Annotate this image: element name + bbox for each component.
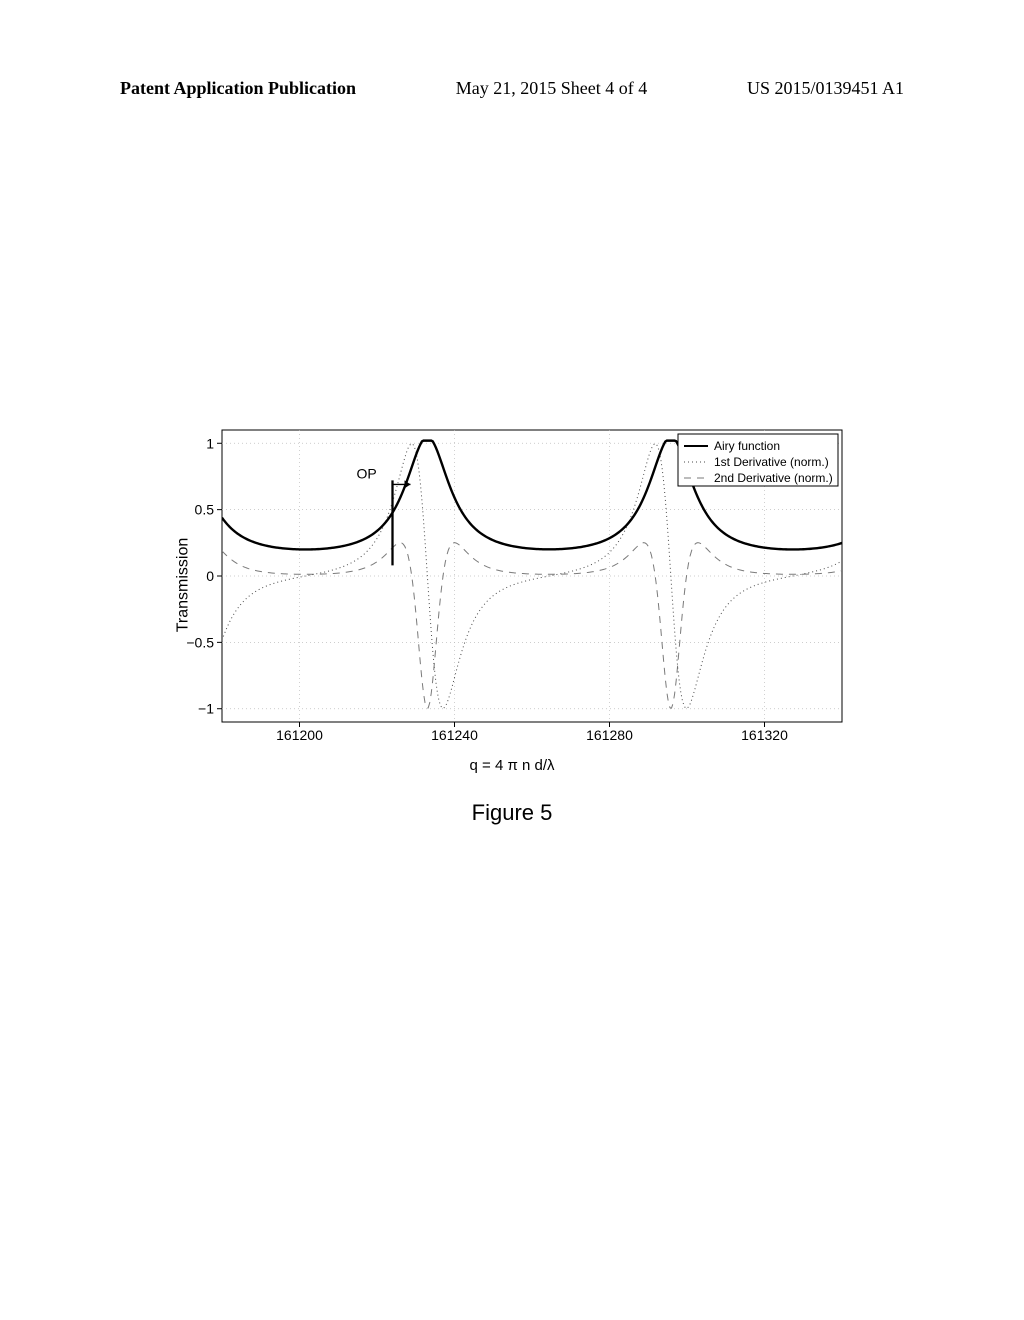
svg-text:161240: 161240 <box>431 727 478 743</box>
svg-text:−1: −1 <box>198 701 214 717</box>
svg-text:1st Derivative (norm.): 1st Derivative (norm.) <box>714 455 829 469</box>
svg-text:161280: 161280 <box>586 727 633 743</box>
header-center: May 21, 2015 Sheet 4 of 4 <box>456 78 647 99</box>
y-axis-label: Transmission <box>174 538 192 633</box>
svg-text:Airy function: Airy function <box>714 439 780 453</box>
svg-text:0.5: 0.5 <box>195 502 215 518</box>
chart-plot: −1 −0.5 0 0.5 1 161200 161240 161280 161320 OP Air… <box>172 420 852 750</box>
figure-caption: Figure 5 <box>0 800 1024 826</box>
x-axis-label: q = 4 π n d/λ <box>470 757 555 774</box>
page-header: Patent Application Publication May 21, 2… <box>120 78 904 99</box>
svg-text:2nd Derivative (norm.): 2nd Derivative (norm.) <box>714 471 833 485</box>
figure-container: Transmission −1 −0.5 0 0.5 1 161200 161240 1612… <box>172 420 852 750</box>
svg-text:161200: 161200 <box>276 727 323 743</box>
header-left: Patent Application Publication <box>120 78 356 99</box>
svg-text:1: 1 <box>206 435 214 451</box>
header-right: US 2015/0139451 A1 <box>747 78 904 99</box>
svg-text:161320: 161320 <box>741 727 788 743</box>
svg-text:0: 0 <box>206 568 214 584</box>
svg-text:−0.5: −0.5 <box>186 634 214 650</box>
svg-text:OP: OP <box>357 465 377 481</box>
